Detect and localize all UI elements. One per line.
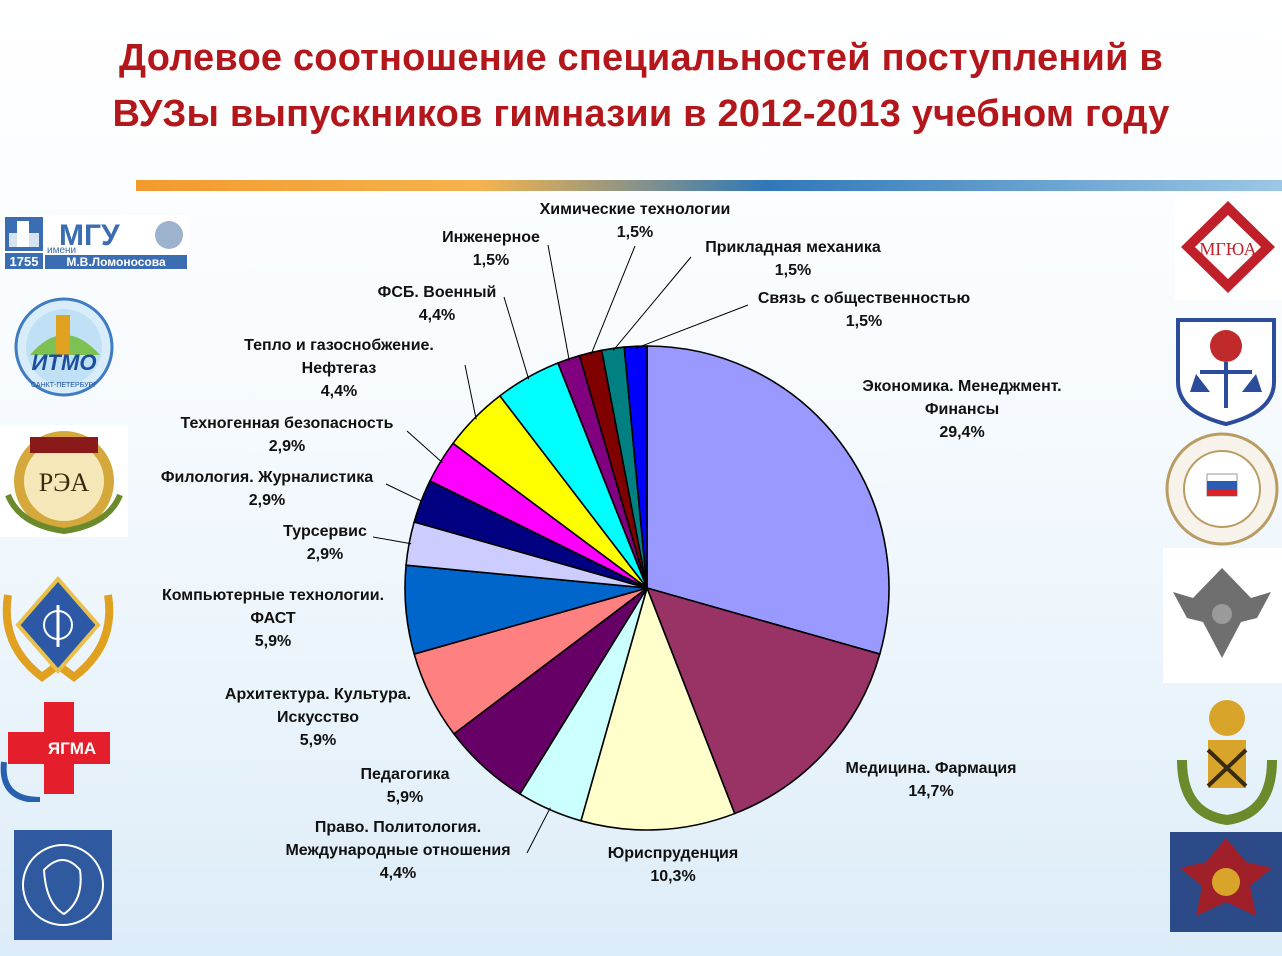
slice-name: Нефтегаз [302,360,377,377]
slice-percent: 2,9% [307,546,343,563]
slice-percent: 14,7% [908,783,953,800]
plekhanov-abbr: РЭА [39,468,90,497]
slice-name: Турсервис [283,523,367,540]
slice-label: Филология. Журналистика 2,9% [161,469,373,509]
slice-label: Турсервис 2,9% [283,523,367,563]
leader-line [526,807,551,854]
slice-label: Прикладная механика 1,5% [705,239,881,279]
pushkin-logo [14,830,112,940]
msu-logo: 1755 МГУ имени М.В.Ломоносова [3,215,189,271]
yagma-logo: ЯГМА [0,702,116,802]
leader-line [503,296,530,380]
leader-line [385,483,424,503]
leader-line [635,304,749,349]
slice-percent: 2,9% [249,492,285,509]
slice-percent: 2,9% [269,438,305,455]
law-institute-logo [1170,312,1282,427]
slice-name: Архитектура. Культура. [225,686,411,703]
slice-percent: 5,9% [255,633,291,650]
slice-name: Педагогика [360,766,449,783]
slice-label: Техногенная безопасность 2,9% [181,415,394,455]
leader-line [406,430,443,463]
slice-label: Юриспруденция 10,3% [608,845,738,885]
itmo-logo: ИТМО САНКТ-ПЕТЕРБУРГ [8,295,120,400]
slice-percent: 10,3% [650,868,695,885]
slice-name: Химические технологии [540,201,731,218]
slice-percent: 5,9% [387,789,423,806]
slice-name: ФАСТ [250,610,296,627]
plekhanov-logo: РЭА [0,425,128,537]
slice-label: Медицина. Фармация 14,7% [846,760,1017,800]
slice-percent: 1,5% [775,262,811,279]
slice-name: Связь с общественностью [758,290,971,307]
msu-abbr: МГУ [59,219,120,252]
leader-line [612,256,692,351]
slice-name: Право. Политология. [315,819,481,836]
pie-slice [623,345,648,589]
msu-year: 1755 [10,254,39,269]
slice-label: Тепло и газоснобжение. Нефтегаз 4,4% [244,337,434,400]
slice-label: Инженерное 1,5% [442,229,540,269]
slice-percent: 5,9% [300,732,336,749]
slice-name: Инженерное [442,229,540,246]
pie-slices [404,345,890,831]
yagma-abbr: ЯГМА [48,739,96,758]
fsb-academy-logo [1170,832,1282,932]
slice-label: Связь с общественностью 1,5% [758,290,971,330]
slice-name: Финансы [925,401,999,418]
slice-percent: 1,5% [617,224,653,241]
medical-academy-logo [2,565,114,685]
eagle-emblem-logo [1163,548,1282,683]
itmo-abbr: ИТМО [32,350,97,375]
slice-label: Химические технологии 1,5% [540,201,731,241]
slice-label: Архитектура. Культура. Искусство 5,9% [225,686,411,749]
title-line-1: Долевое соотношение специальностей посту… [119,37,1163,79]
slice-name: Международные отношения [285,842,510,859]
slice-label: ФСБ. Военный 4,4% [378,284,497,324]
slice-name: Тепло и газоснобжение. [244,337,434,354]
pie-slice [579,585,736,831]
slice-name: Техногенная безопасность [181,415,394,432]
accent-divider [136,180,1282,191]
slice-label: Компьютерные технологии. ФАСТ 5,9% [162,587,384,650]
page-title: Долевое соотношение специальностей посту… [0,30,1282,142]
pie-slice [646,345,890,656]
leader-line [590,245,636,355]
slice-percent: 29,4% [939,424,984,441]
slice-name: Экономика. Менеджмент. [862,378,1061,395]
finance-university-logo [1163,430,1282,548]
slice-percent: 4,4% [321,383,357,400]
slice-name: Компьютерные технологии. [162,587,384,604]
msu-sub2: М.В.Ломоносова [66,255,166,269]
slice-percent: 1,5% [473,252,509,269]
leader-line [372,536,412,545]
mining-university-logo [1172,690,1282,826]
slice-name: Искусство [277,709,359,726]
itmo-sub: САНКТ-ПЕТЕРБУРГ [31,382,97,389]
leader-line [547,244,570,361]
title-line-2: ВУЗы выпускников гимназии в 2012-2013 уч… [112,93,1170,135]
slice-label: Право. Политология. Международные отношен… [285,819,510,882]
slice-name: Прикладная механика [705,239,881,256]
mgyua-abbr: МГЮА [1199,239,1256,259]
slice-name: Филология. Журналистика [161,469,373,486]
slice-label: Экономика. Менеджмент. Финансы 29,4% [862,378,1061,441]
pie-slice [645,586,881,815]
msu-sub: имени [47,245,76,256]
mgyua-logo: МГЮА [1175,195,1282,300]
slice-name: Медицина. Фармация [846,760,1017,777]
slice-name: Юриспруденция [608,845,738,862]
leader-lines [372,244,749,854]
slice-percent: 4,4% [380,865,416,882]
slice-labels: Экономика. Менеджмент. Финансы 29,4% Медици… [161,201,1062,885]
leader-line [464,364,477,420]
slice-percent: 1,5% [846,313,882,330]
slice-label: Педагогика 5,9% [360,766,449,806]
slice-name: ФСБ. Военный [378,284,497,301]
slice-percent: 4,4% [419,307,455,324]
